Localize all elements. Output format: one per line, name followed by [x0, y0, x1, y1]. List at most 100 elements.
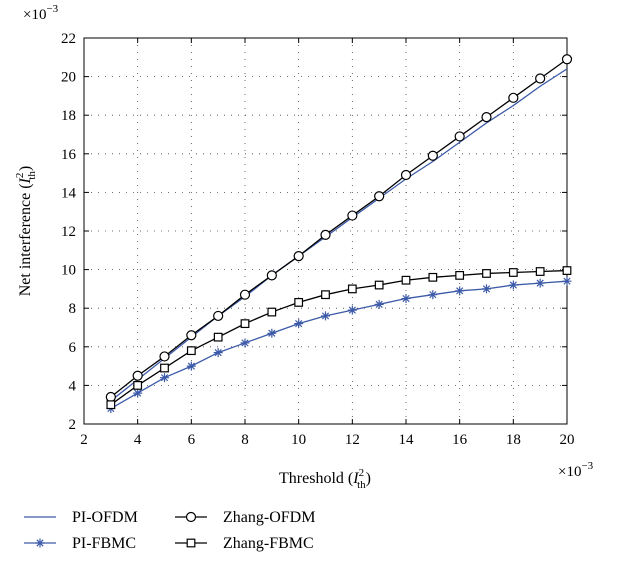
x-axis-ticks: 2 4 6 8 10 12 14 16 18 20	[80, 38, 575, 448]
legend-item-zhang-fbmc: Zhang-FBMC	[175, 535, 314, 552]
data-point-zhang-ofdm	[374, 191, 385, 202]
series-pi-fbmc	[106, 276, 572, 414]
data-point-zhang-ofdm	[159, 351, 170, 362]
data-point-zhang-fbmc	[294, 298, 304, 307]
y-multiplier: ×10−3	[23, 3, 59, 23]
data-point-zhang-fbmc	[428, 272, 438, 282]
data-point-pi-fbmc	[535, 278, 545, 288]
x-axis-title-var: I	[352, 470, 359, 487]
data-point-zhang-ofdm	[481, 112, 492, 123]
y-axis-title-sup: 2	[14, 173, 26, 179]
data-point-pi-fbmc	[401, 294, 411, 304]
x-axis-title-sup: 2	[359, 467, 365, 479]
x-tick-label: 14	[399, 432, 415, 448]
x-tick-label: 16	[452, 432, 468, 448]
legend: PI-OFDM Zhang-OFDM PI-FBMC Zhang-FBMC	[24, 509, 315, 552]
series-pi-ofdm	[110, 68, 568, 402]
series-zhang-fbmc	[106, 266, 572, 410]
x-tick-label: 2	[80, 432, 88, 448]
data-point-pi-fbmc	[160, 373, 169, 383]
data-point-zhang-ofdm	[535, 73, 546, 84]
data-point-zhang-fbmc	[213, 332, 223, 342]
x-multiplier-exponent: −3	[581, 460, 593, 472]
legend-label: Zhang-OFDM	[223, 509, 315, 526]
y-multiplier-base: ×10	[23, 7, 46, 23]
data-point-pi-fbmc	[267, 328, 277, 338]
data-point-zhang-ofdm	[132, 370, 143, 381]
x-tick-label: 20	[560, 432, 575, 448]
y-tick-label: 8	[69, 301, 77, 317]
legend-label: PI-FBMC	[72, 535, 136, 552]
data-point-zhang-ofdm	[105, 391, 116, 403]
data-point-pi-fbmc	[321, 311, 330, 321]
data-point-pi-fbmc	[186, 361, 196, 371]
x-multiplier-base: ×10	[558, 464, 581, 480]
y-multiplier-exponent: −3	[46, 3, 58, 15]
y-tick-label: 18	[61, 108, 76, 124]
series-layer	[105, 54, 573, 414]
data-point-zhang-fbmc	[482, 269, 491, 278]
x-tick-label: 10	[291, 432, 306, 448]
y-tick-label: 16	[61, 147, 77, 163]
data-point-zhang-fbmc	[186, 346, 196, 356]
y-tick-label: 20	[61, 70, 76, 86]
x-tick-label: 12	[345, 432, 360, 448]
y-axis-title-sub: th	[26, 171, 38, 180]
data-point-zhang-fbmc	[347, 284, 357, 294]
y-tick-label: 10	[61, 263, 76, 279]
data-point-zhang-fbmc	[267, 307, 277, 317]
y-axis-ticks: 2 4 6 8 10 12 14 16 18 20 22	[61, 31, 567, 433]
data-point-zhang-ofdm	[266, 270, 277, 281]
data-point-zhang-fbmc	[240, 319, 250, 329]
y-tick-label: 22	[61, 31, 76, 47]
data-point-zhang-ofdm	[320, 229, 331, 240]
series-line-pi-ofdm	[110, 68, 568, 402]
legend-item-pi-fbmc: PI-FBMC	[24, 535, 136, 552]
y-tick-label: 4	[69, 378, 77, 394]
legend-label: PI-OFDM	[72, 509, 138, 526]
data-point-zhang-fbmc	[374, 280, 384, 290]
series-line-zhang-fbmc	[110, 269, 568, 406]
data-point-zhang-ofdm	[239, 289, 251, 300]
y-tick-label: 12	[61, 224, 76, 240]
y-tick-label: 14	[61, 185, 77, 201]
legend-swatch-marker	[35, 538, 45, 548]
x-multiplier: ×10−3	[558, 460, 594, 480]
data-point-zhang-fbmc	[133, 381, 143, 390]
data-point-pi-fbmc	[133, 388, 143, 398]
legend-swatch-marker	[186, 538, 196, 548]
data-point-pi-fbmc	[240, 338, 250, 348]
data-point-zhang-fbmc	[508, 268, 518, 277]
legend-item-pi-ofdm: PI-OFDM	[24, 509, 138, 526]
series-zhang-ofdm	[105, 54, 573, 403]
data-point-zhang-ofdm	[508, 92, 519, 103]
data-point-zhang-ofdm	[293, 250, 304, 262]
data-point-zhang-fbmc	[562, 266, 572, 275]
data-point-zhang-ofdm	[213, 310, 224, 322]
x-axis-title-sub: th	[357, 479, 366, 491]
data-point-pi-fbmc	[482, 284, 491, 294]
data-point-zhang-ofdm	[347, 210, 358, 221]
data-point-zhang-ofdm	[454, 131, 465, 142]
data-point-pi-fbmc	[455, 286, 465, 296]
y-tick-label: 6	[69, 340, 77, 356]
data-point-zhang-fbmc	[455, 270, 465, 280]
y-tick-label: 2	[69, 417, 77, 433]
data-point-pi-fbmc	[294, 319, 304, 329]
data-point-zhang-ofdm	[427, 150, 438, 161]
data-point-zhang-ofdm	[400, 169, 412, 181]
x-tick-label: 8	[241, 432, 249, 448]
series-line-pi-fbmc	[110, 280, 568, 410]
data-point-zhang-fbmc	[535, 267, 545, 276]
x-axis-title-main: Threshold (	[279, 470, 353, 487]
data-point-pi-fbmc	[347, 305, 357, 315]
legend-label: Zhang-FBMC	[223, 535, 314, 552]
data-point-zhang-fbmc	[321, 290, 330, 300]
data-point-zhang-fbmc	[401, 275, 411, 285]
legend-swatch-marker	[185, 511, 197, 523]
x-axis-title-close: )	[366, 470, 371, 487]
data-point-pi-fbmc	[374, 299, 384, 309]
series-line-zhang-ofdm	[110, 58, 568, 398]
